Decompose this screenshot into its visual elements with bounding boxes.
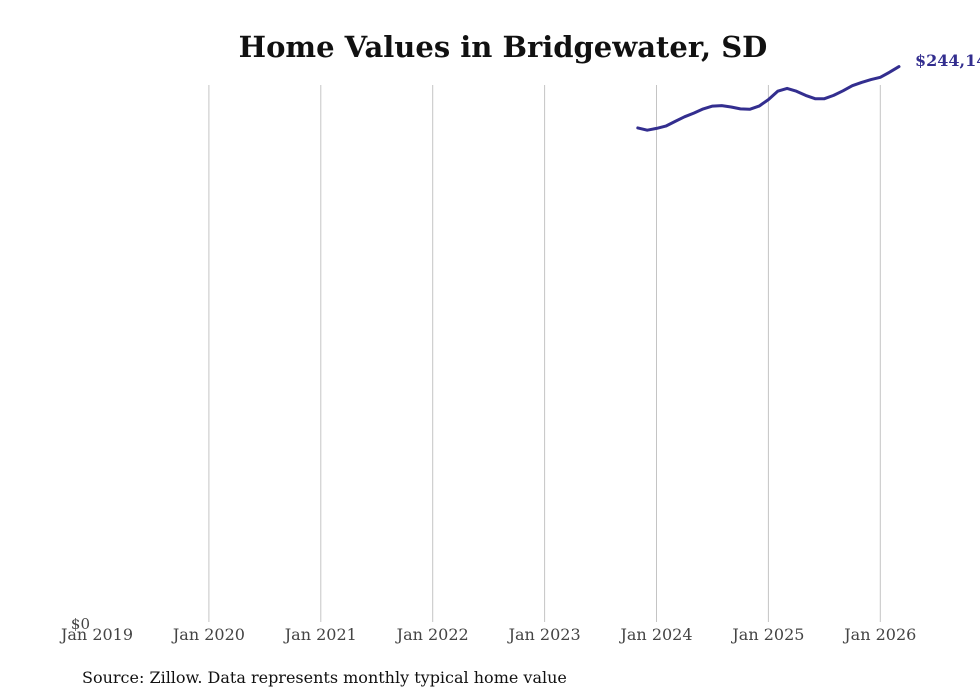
source-note: Source: Zillow. Data represents monthly … bbox=[82, 668, 567, 687]
x-tick-label: Jan 2020 bbox=[171, 625, 245, 644]
x-tick-label: Jan 2025 bbox=[730, 625, 804, 644]
chart-title: Home Values in Bridgewater, SD bbox=[238, 30, 768, 64]
x-tick-label: Jan 2026 bbox=[842, 625, 916, 644]
series-line bbox=[636, 65, 901, 132]
x-tick-label: Jan 2022 bbox=[395, 625, 469, 644]
x-tick-label: Jan 2023 bbox=[507, 625, 581, 644]
x-tick-label: Jan 2021 bbox=[283, 625, 357, 644]
end-value-label: $244,142 bbox=[915, 51, 980, 70]
x-tick-label: Jan 2024 bbox=[618, 625, 692, 644]
x-tick-label: Jan 2019 bbox=[59, 625, 133, 644]
y-tick-label: $0 bbox=[71, 615, 90, 633]
